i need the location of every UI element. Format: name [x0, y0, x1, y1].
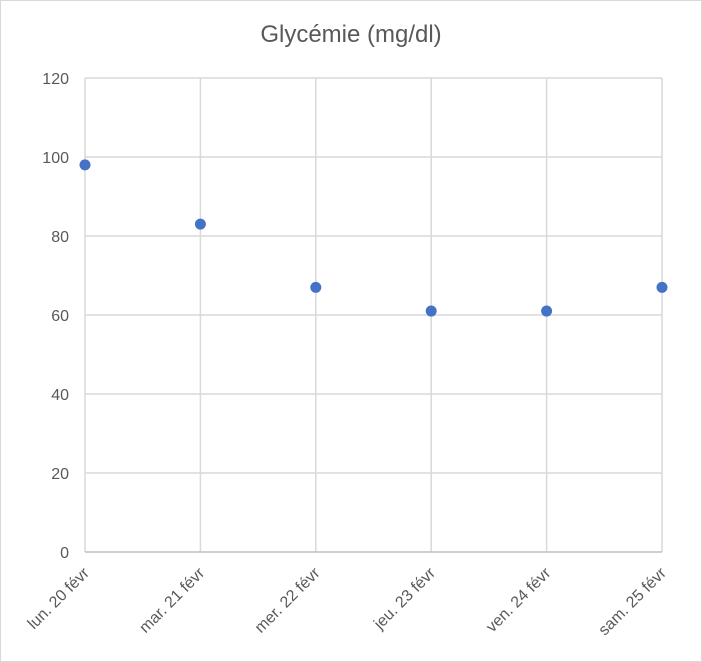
y-tick-label: 80 — [51, 229, 69, 246]
x-tick-label: lun. 20 févr — [25, 564, 93, 632]
y-tick-label: 40 — [51, 387, 69, 404]
y-tick-label: 0 — [60, 545, 69, 562]
data-point — [656, 281, 668, 293]
data-point — [541, 305, 553, 317]
data-point — [425, 305, 437, 317]
data-point — [79, 159, 91, 171]
data-point — [194, 218, 206, 230]
x-tick-label: mar. 21 févr — [136, 564, 208, 636]
chart-title: Glycémie (mg/dl) — [260, 21, 442, 48]
y-tick-label: 60 — [51, 308, 69, 325]
x-tick-label: ven. 24 févr — [483, 564, 555, 636]
x-tick-label: mer. 22 févr — [252, 564, 324, 636]
x-tick-label: sam. 25 févr — [596, 564, 671, 639]
y-tick-label: 100 — [42, 150, 69, 167]
y-tick-label: 120 — [42, 71, 69, 88]
y-tick-label: 20 — [51, 466, 69, 483]
x-tick-label: jeu. 23 févr — [370, 564, 439, 633]
data-point — [310, 281, 322, 293]
